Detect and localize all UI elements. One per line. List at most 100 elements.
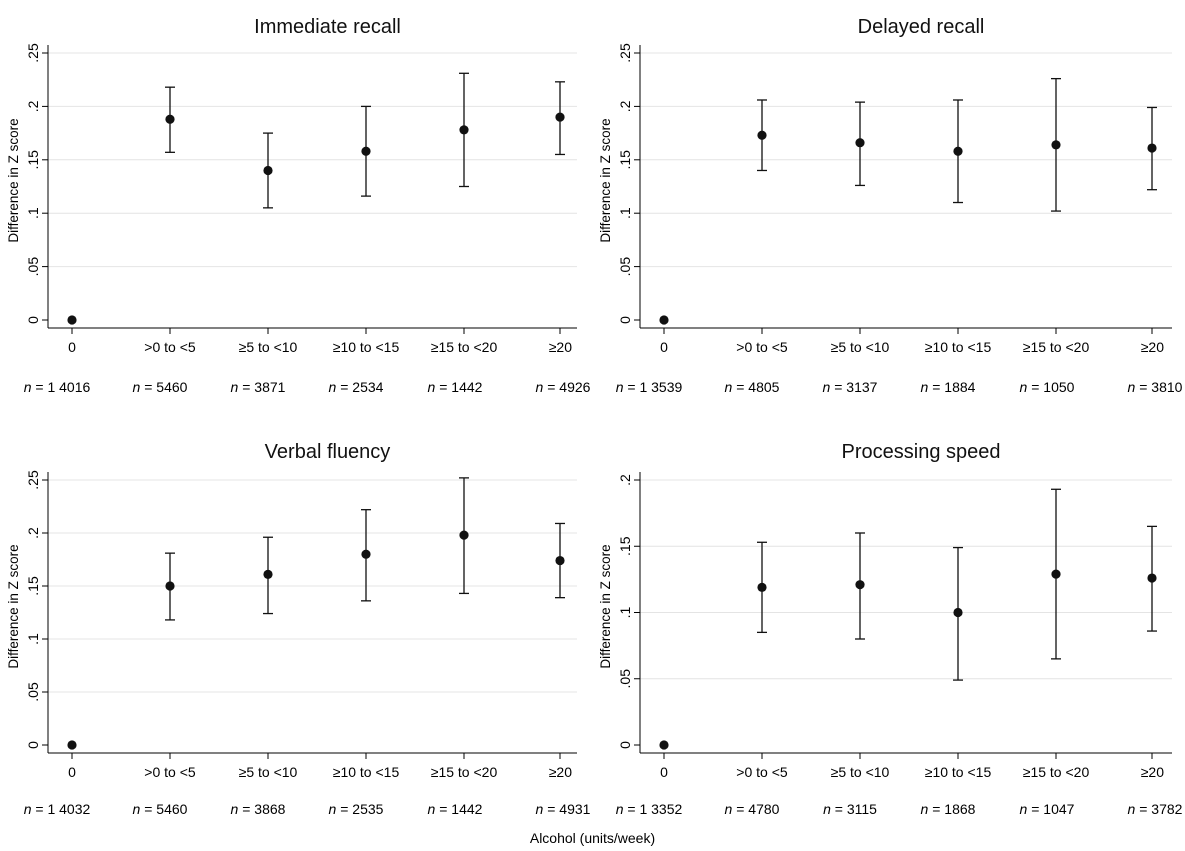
x-tick-label: ≥5 to <10 — [831, 764, 890, 780]
x-tick-label: ≥10 to <15 — [333, 339, 400, 355]
chart-title: Processing speed — [842, 441, 1001, 463]
y-tick-label: .2 — [25, 100, 41, 112]
data-point — [459, 125, 469, 135]
n-label: n = 3868 — [231, 801, 286, 817]
x-axis-label: Alcohol (units/week) — [529, 830, 656, 846]
y-tick-label: .15 — [25, 150, 41, 170]
n-label: n = 3137 — [823, 379, 878, 395]
data-point — [555, 555, 565, 566]
y-axis-label: Difference in Z score — [6, 118, 21, 242]
data-point — [855, 138, 865, 148]
y-tick-label: .1 — [617, 606, 633, 618]
y-tick-label: .1 — [25, 633, 41, 645]
data-point — [1147, 573, 1157, 583]
n-label: n = 3115 — [823, 801, 877, 817]
data-point — [953, 146, 963, 156]
n-label: n = 1 4016 — [24, 379, 91, 395]
n-label: n = 5460 — [133, 801, 188, 817]
chart-title: Delayed recall — [858, 16, 985, 38]
x-tick-label: ≥10 to <15 — [333, 764, 400, 780]
y-tick-label: .25 — [617, 43, 633, 63]
x-tick-label: 0 — [68, 339, 76, 355]
data-point — [1051, 140, 1061, 150]
x-tick-label: ≥10 to <15 — [925, 764, 992, 780]
y-tick-label: .15 — [25, 576, 41, 596]
x-tick-label: 0 — [68, 764, 76, 780]
chart-title: Immediate recall — [254, 16, 401, 38]
data-point — [757, 582, 767, 592]
n-label: n = 1 3539 — [616, 379, 683, 395]
data-point — [165, 581, 175, 591]
data-point — [165, 114, 175, 124]
data-point — [1051, 569, 1061, 579]
data-point — [757, 130, 767, 140]
x-tick-label: ≥15 to <20 — [431, 339, 498, 355]
n-label: n = 1868 — [921, 801, 976, 817]
x-tick-label: ≥15 to <20 — [1023, 339, 1090, 355]
n-label: n = 1884 — [921, 379, 976, 395]
data-point — [659, 740, 669, 750]
y-tick-label: 0 — [617, 741, 633, 749]
y-tick-label: .2 — [617, 100, 633, 112]
n-label: n = 3782 — [1128, 801, 1183, 817]
data-point — [361, 549, 371, 559]
data-point — [953, 607, 963, 618]
x-tick-label: ≥20 — [1141, 339, 1164, 355]
y-axis-label: Difference in Z score — [598, 544, 613, 668]
data-point — [67, 740, 77, 750]
n-label: n = 1442 — [428, 379, 483, 395]
x-tick-label: ≥20 — [549, 339, 572, 355]
y-axis-label: Difference in Z score — [6, 544, 21, 668]
y-tick-label: .15 — [617, 150, 633, 170]
x-tick-label: >0 to <5 — [736, 339, 788, 355]
y-axis-label: Difference in Z score — [598, 118, 613, 242]
x-tick-label: >0 to <5 — [736, 764, 788, 780]
x-tick-label: ≥15 to <20 — [431, 764, 498, 780]
y-tick-label: .2 — [25, 527, 41, 539]
data-point — [67, 315, 77, 325]
y-tick-label: .1 — [25, 207, 41, 219]
y-tick-label: .25 — [25, 43, 41, 63]
n-label: n = 1 3352 — [616, 801, 683, 817]
x-tick-label: ≥10 to <15 — [925, 339, 992, 355]
n-label: n = 1 4032 — [24, 801, 91, 817]
n-label: n = 1047 — [1020, 801, 1075, 817]
n-label: n = 3871 — [231, 379, 286, 395]
data-point — [1147, 143, 1157, 153]
data-point — [263, 165, 273, 176]
y-tick-label: .05 — [25, 682, 41, 702]
data-point — [263, 569, 273, 579]
y-tick-label: .1 — [617, 207, 633, 219]
n-label: n = 5460 — [133, 379, 188, 395]
chart-title: Verbal fluency — [265, 441, 391, 463]
data-point — [459, 530, 469, 540]
y-tick-label: .25 — [25, 470, 41, 490]
n-label: n = 2535 — [329, 801, 384, 817]
x-tick-label: ≥5 to <10 — [239, 764, 298, 780]
x-tick-label: ≥5 to <10 — [239, 339, 298, 355]
y-tick-label: .05 — [617, 669, 633, 689]
y-tick-label: .2 — [617, 474, 633, 486]
y-tick-label: 0 — [25, 316, 41, 324]
y-tick-label: .15 — [617, 536, 633, 556]
x-tick-label: >0 to <5 — [144, 339, 196, 355]
data-point — [361, 146, 371, 156]
n-label: n = 4931 — [536, 801, 591, 817]
n-label: n = 3810 — [1128, 379, 1183, 395]
y-tick-label: .05 — [25, 257, 41, 277]
n-label: n = 1050 — [1020, 379, 1075, 395]
y-tick-label: .05 — [617, 257, 633, 277]
data-point — [659, 315, 669, 325]
n-label: n = 1442 — [428, 801, 483, 817]
data-point — [855, 580, 865, 590]
x-tick-label: 0 — [660, 339, 668, 355]
x-tick-label: >0 to <5 — [144, 764, 196, 780]
n-label: n = 2534 — [329, 379, 384, 395]
n-label: n = 4805 — [725, 379, 780, 395]
x-tick-label: ≥5 to <10 — [831, 339, 890, 355]
n-label: n = 4780 — [725, 801, 780, 817]
n-label: n = 4926 — [536, 379, 591, 395]
x-tick-label: ≥15 to <20 — [1023, 764, 1090, 780]
data-point — [555, 112, 565, 122]
x-tick-label: ≥20 — [1141, 764, 1164, 780]
